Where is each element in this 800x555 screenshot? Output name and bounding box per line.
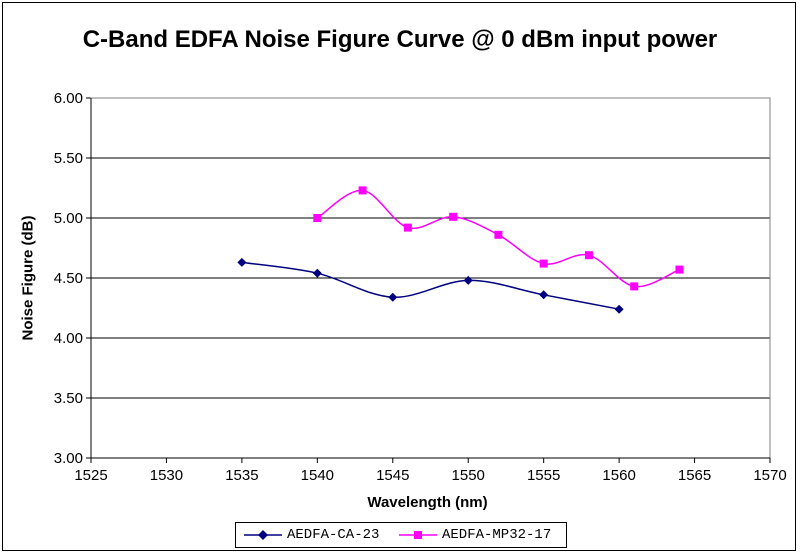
x-tick-label-9: 1570 [753, 467, 786, 484]
data-point-aedfa-mp32-17-8 [675, 265, 684, 274]
data-point-aedfa-mp32-17-6 [584, 251, 593, 260]
legend-label-aedfa-ca-23: AEDFA-CA-23 [287, 527, 380, 543]
y-tick-label-2: 4.00 [54, 330, 83, 347]
y-tick-label-4: 5.00 [54, 210, 83, 227]
x-tick-label-0: 1525 [74, 467, 107, 484]
y-tick-label-6: 6.00 [54, 90, 83, 107]
x-tick-label-2: 1535 [225, 467, 258, 484]
data-point-aedfa-mp32-17-3 [449, 212, 458, 221]
y-tick-label-0: 3.00 [54, 450, 83, 467]
data-point-aedfa-ca-23-5 [614, 304, 624, 314]
data-point-aedfa-ca-23-3 [463, 275, 473, 285]
legend-marker-aedfa-mp32-17 [414, 531, 422, 539]
data-point-aedfa-mp32-17-1 [358, 186, 367, 195]
data-point-aedfa-ca-23-0 [237, 257, 247, 267]
series-line-aedfa-ca-23 [241, 261, 620, 310]
legend-label-aedfa-mp32-17: AEDFA-MP32-17 [442, 527, 552, 543]
data-point-aedfa-ca-23-2 [388, 292, 398, 302]
data-point-aedfa-mp32-17-7 [630, 282, 639, 291]
x-tick-label-6: 1555 [527, 467, 560, 484]
x-tick-label-7: 1560 [602, 467, 635, 484]
data-point-aedfa-mp32-17-0 [313, 214, 322, 222]
data-point-aedfa-mp32-17-5 [539, 259, 548, 268]
y-tick-label-5: 5.50 [54, 150, 83, 167]
y-tick-label-1: 3.50 [54, 390, 83, 407]
data-point-aedfa-ca-23-1 [312, 268, 322, 278]
x-tick-label-4: 1545 [376, 467, 409, 484]
x-tick-label-3: 1540 [301, 467, 334, 484]
x-axis-label: Wavelength (nm) [367, 494, 488, 511]
y-tick-label-3: 4.50 [54, 270, 83, 287]
x-tick-label-8: 1565 [678, 467, 711, 484]
chart-title: C-Band EDFA Noise Figure Curve @ 0 dBm i… [82, 26, 718, 53]
x-tick-label-5: 1550 [452, 467, 485, 484]
legend-marker-aedfa-ca-23 [258, 530, 268, 540]
data-point-aedfa-mp32-17-4 [494, 230, 503, 239]
legend: AEDFA-CA-23 AEDFA-MP32-17 [235, 522, 567, 548]
data-point-aedfa-mp32-17-2 [403, 223, 412, 232]
data-point-aedfa-ca-23-4 [539, 290, 549, 300]
x-tick-label-1: 1530 [150, 467, 183, 484]
